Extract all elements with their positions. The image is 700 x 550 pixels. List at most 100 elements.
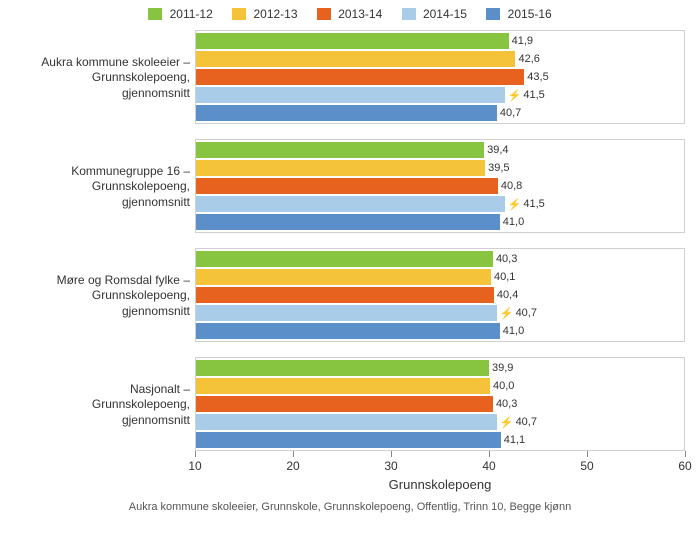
bar-value-label: 41,0 (503, 214, 524, 230)
bar-value-label: 41,9 (512, 33, 533, 49)
category-label-line: gjennomsnitt (10, 413, 190, 429)
bar (196, 160, 485, 176)
category-label-line: Grunnskolepoeng, (10, 179, 190, 195)
bar-value-label: ⚡41,5 (508, 87, 545, 103)
x-tick-mark (587, 451, 588, 457)
category-label-line: Kommunegruppe 16 – (10, 164, 190, 180)
category-label: Møre og Romsdal fylke –Grunnskolepoeng,g… (10, 273, 190, 320)
legend-label: 2013-14 (338, 7, 382, 21)
bar (196, 378, 490, 394)
x-tick-mark (293, 451, 294, 457)
bar-value-label: 43,5 (527, 69, 548, 85)
bar-value-label: 42,6 (518, 51, 539, 67)
category-label-line: gjennomsnitt (10, 304, 190, 320)
legend-item: 2013-14 (317, 6, 382, 21)
bar-value-text: 40,1 (494, 271, 515, 283)
category-label-line: Møre og Romsdal fylke – (10, 273, 190, 289)
bar-value-label: 39,5 (488, 160, 509, 176)
bar-value-label: 40,3 (496, 251, 517, 267)
bar (196, 178, 498, 194)
bar-value-label: 40,1 (494, 269, 515, 285)
bar-value-label: 41,1 (504, 432, 525, 448)
legend-label: 2015-16 (508, 7, 552, 21)
bar-row: ⚡40,7 (196, 414, 684, 430)
flag-icon: ⚡ (500, 307, 514, 320)
bar-value-text: 40,8 (501, 180, 522, 192)
bar-row: ⚡40,7 (196, 305, 684, 321)
legend-swatch (402, 8, 416, 20)
bar-value-label: 40,7 (500, 105, 521, 121)
bar-value-text: 41,1 (504, 434, 525, 446)
bar (196, 214, 500, 230)
bar-group: 39,9 40,0 40,3 ⚡40,7 41,1 (195, 357, 685, 451)
x-tick-label: 50 (580, 459, 593, 473)
bar-value-label: ⚡41,5 (508, 196, 545, 212)
bar-value-text: 40,7 (516, 416, 537, 428)
bar-value-text: 42,6 (518, 53, 539, 65)
legend-item: 2014-15 (402, 6, 467, 21)
bar-group: 40,3 40,1 40,4 ⚡40,7 41,0 (195, 248, 685, 342)
bar-row: 40,1 (196, 269, 684, 285)
category-label: Aukra kommune skoleeier –Grunnskolepoeng… (10, 55, 190, 102)
category-label: Kommunegruppe 16 –Grunnskolepoeng,gjenno… (10, 164, 190, 211)
bar-row: 39,9 (196, 360, 684, 376)
legend-label: 2012-13 (253, 7, 297, 21)
bar-value-text: 41,0 (503, 216, 524, 228)
legend-swatch (317, 8, 331, 20)
legend-swatch (232, 8, 246, 20)
bar-row: 40,4 (196, 287, 684, 303)
category-label-line: Nasjonalt – (10, 382, 190, 398)
bar-row: 40,3 (196, 251, 684, 267)
category-label-line: gjennomsnitt (10, 195, 190, 211)
flag-icon: ⚡ (508, 89, 522, 102)
category-label-line: Aukra kommune skoleeier – (10, 55, 190, 71)
bar-row: ⚡41,5 (196, 87, 684, 103)
bar (196, 269, 491, 285)
bar-value-label: 40,8 (501, 178, 522, 194)
x-tick-label: 40 (482, 459, 495, 473)
category-label-line: gjennomsnitt (10, 86, 190, 102)
bar-row: ⚡41,5 (196, 196, 684, 212)
bar-value-label: ⚡40,7 (500, 305, 537, 321)
bar-value-text: 41,5 (523, 89, 544, 101)
x-tick-mark (195, 451, 196, 457)
bar-value-text: 39,4 (487, 144, 508, 156)
bar-value-text: 40,7 (500, 107, 521, 119)
bar-value-text: 40,3 (496, 398, 517, 410)
bar-value-label: ⚡40,7 (500, 414, 537, 430)
legend-item: 2012-13 (232, 6, 297, 21)
bar-row: 40,3 (196, 396, 684, 412)
bar-value-text: 43,5 (527, 71, 548, 83)
bar-row: 40,0 (196, 378, 684, 394)
x-tick-label: 30 (384, 459, 397, 473)
bar (196, 69, 524, 85)
legend-label: 2011-12 (170, 7, 213, 21)
plot-area: 41,942,643,5⚡41,540,739,439,540,8⚡41,541… (195, 30, 685, 480)
bar-row: 39,5 (196, 160, 684, 176)
bar (196, 142, 484, 158)
legend-swatch (486, 8, 500, 20)
bar (196, 432, 501, 448)
bar-value-text: 39,5 (488, 162, 509, 174)
flag-icon: ⚡ (508, 198, 522, 211)
bar-value-label: 40,0 (493, 378, 514, 394)
bar (196, 87, 505, 103)
bar (196, 287, 494, 303)
bar-group: 41,942,643,5⚡41,540,7 (195, 30, 685, 124)
bar-value-text: 41,9 (512, 35, 533, 47)
bar-value-label: 40,3 (496, 396, 517, 412)
bar-row: 40,7 (196, 105, 684, 121)
bar (196, 323, 500, 339)
bar-value-text: 40,3 (496, 253, 517, 265)
bar (196, 196, 505, 212)
bar-value-text: 40,4 (497, 289, 518, 301)
flag-icon: ⚡ (500, 416, 514, 429)
bar-row: 41,9 (196, 33, 684, 49)
bar-row: 41,0 (196, 323, 684, 339)
bar (196, 360, 489, 376)
x-tick-label: 10 (188, 459, 201, 473)
bar-value-text: 40,7 (516, 307, 537, 319)
legend: 2011-12 2012-13 2013-14 2014-15 2015-16 (0, 6, 700, 21)
bar (196, 305, 497, 321)
bar-value-text: 39,9 (492, 362, 513, 374)
